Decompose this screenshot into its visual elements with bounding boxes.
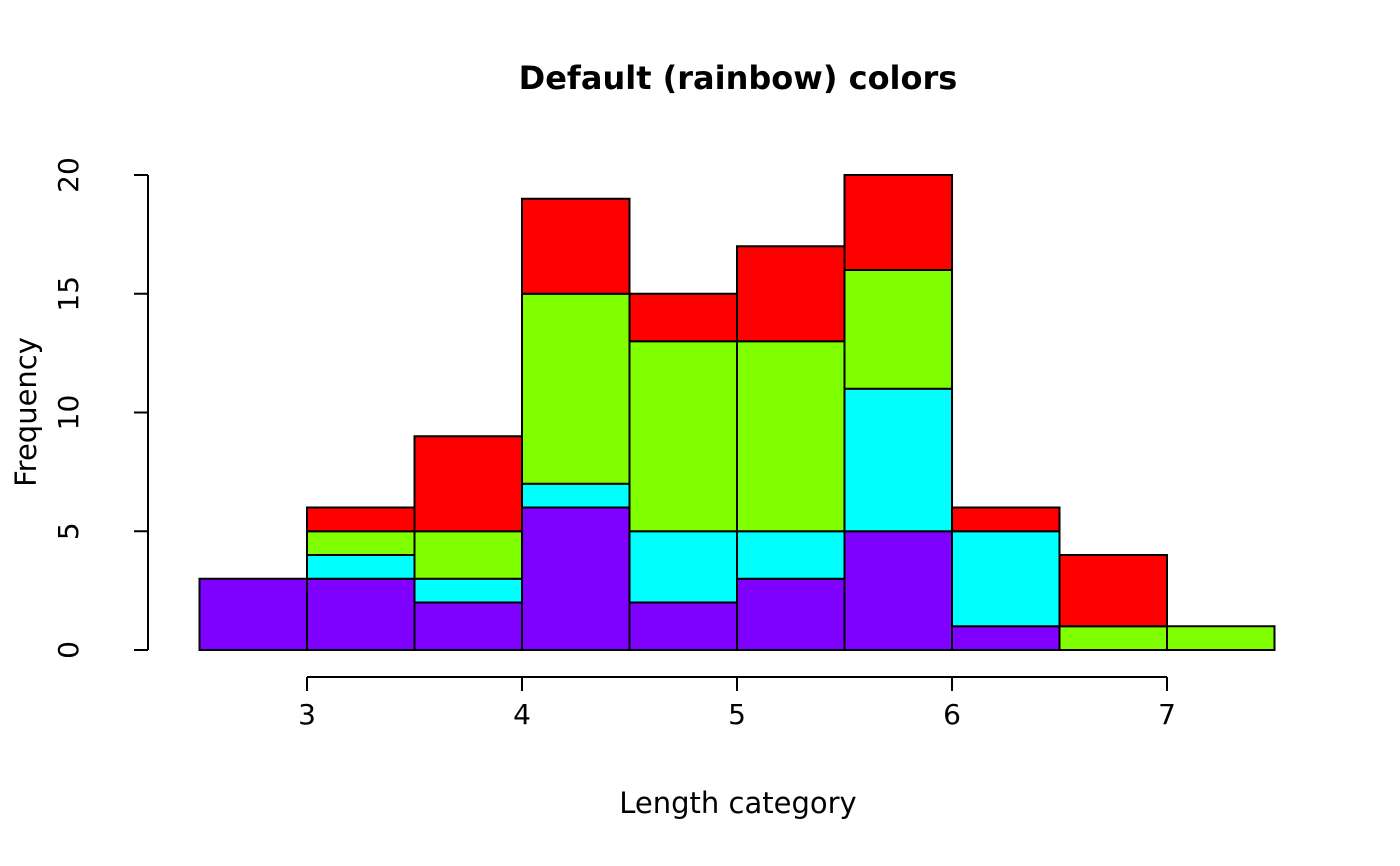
bar-segment-cyan <box>413 577 523 604</box>
bar-segment-red <box>306 506 416 533</box>
x-tick-label: 3 <box>298 698 316 731</box>
bar-segment-green <box>1166 625 1276 651</box>
bar-segment-green <box>628 340 738 533</box>
y-axis: 0 5 10 15 20 <box>52 157 149 659</box>
y-tick-label: 20 <box>52 157 85 193</box>
bar-segment-purple <box>306 577 416 651</box>
y-tick-label: 5 <box>52 522 85 540</box>
bar-segment-green <box>736 340 846 533</box>
bars-group <box>198 174 1276 651</box>
bar-segment-purple <box>736 577 846 651</box>
y-tick-label: 0 <box>52 641 85 659</box>
bar-segment-green <box>521 292 631 485</box>
bar-segment-red <box>1058 554 1168 628</box>
x-tick-label: 6 <box>943 698 961 731</box>
bar-segment-red <box>736 245 846 343</box>
bar-segment-cyan <box>521 482 631 509</box>
x-axis: 3 4 5 6 7 <box>298 676 1176 731</box>
bar-segment-purple <box>843 530 953 651</box>
bar-segment-purple <box>521 506 631 651</box>
y-tick-label: 15 <box>52 276 85 312</box>
x-tick-label: 7 <box>1158 698 1176 731</box>
x-axis-label: Length category <box>619 786 856 820</box>
bar-segment-cyan <box>306 554 416 580</box>
bar-segment-green <box>413 530 523 580</box>
bar-segment-purple <box>198 577 308 651</box>
bar-segment-green <box>306 530 416 556</box>
bar-segment-cyan <box>628 530 738 604</box>
bar-segment-red <box>413 435 523 533</box>
bar-segment-purple <box>628 601 738 651</box>
x-tick-label: 5 <box>728 698 746 731</box>
bar-segment-cyan <box>951 530 1061 628</box>
x-tick-label: 4 <box>513 698 531 731</box>
bar-segment-purple <box>413 601 523 651</box>
y-axis-label: Frequency <box>9 337 43 487</box>
bar-segment-purple <box>951 625 1061 651</box>
bar-segment-cyan <box>843 387 953 533</box>
bar-segment-green <box>1058 625 1168 651</box>
bar-segment-red <box>843 174 953 271</box>
bar-segment-red <box>628 292 738 343</box>
bar-segment-red <box>521 197 631 295</box>
bar-segment-red <box>951 506 1061 533</box>
bar-segment-cyan <box>736 530 846 580</box>
y-tick-label: 10 <box>52 395 85 431</box>
chart-title: Default (rainbow) colors <box>519 59 958 97</box>
bar-segment-green <box>843 269 953 390</box>
